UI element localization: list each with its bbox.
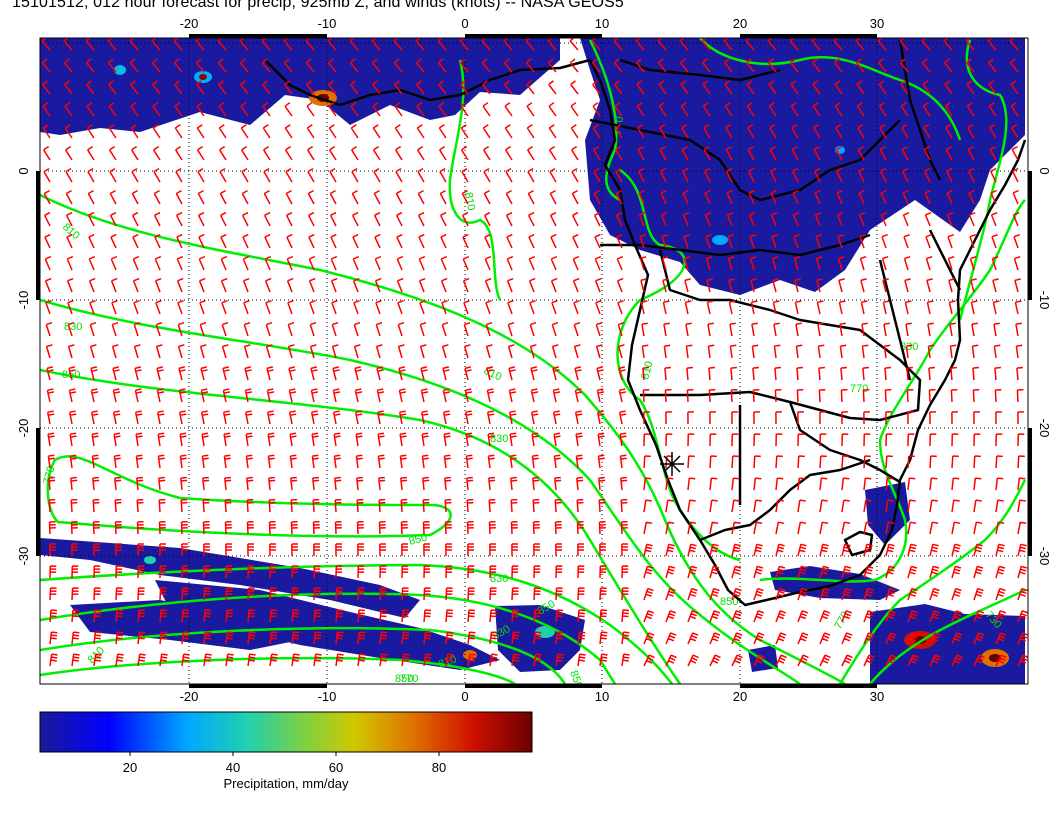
contour-label: 850 xyxy=(408,532,429,548)
colorbar-tick-label: 80 xyxy=(432,760,446,775)
lon-tick-label: -10 xyxy=(318,689,337,704)
lon-tick-label: 30 xyxy=(870,689,884,704)
wind-barbs xyxy=(41,38,1028,667)
lon-tick-label: 10 xyxy=(595,16,609,31)
lon-tick-label: -20 xyxy=(180,689,199,704)
precip-colorbar xyxy=(39,711,533,753)
lat-tick-label: -30 xyxy=(16,547,31,566)
lat-tick-label: -20 xyxy=(1037,419,1052,438)
contour-label: 810 xyxy=(462,191,477,211)
lat-tick-labels-right: 0 -10 -20 -30 xyxy=(1037,167,1052,565)
lat-tick-label: -20 xyxy=(16,419,31,438)
contour-label: 810 xyxy=(86,645,107,666)
lon-tick-label: 20 xyxy=(733,689,747,704)
colorbar-tick-label: 20 xyxy=(123,760,137,775)
lon-tick-label: 0 xyxy=(461,689,468,704)
wind-barb-set xyxy=(41,38,1028,667)
contour-label: 770 xyxy=(850,383,868,395)
contour-label: 830 xyxy=(490,433,508,445)
lat-tick-labels-left: 0 -10 -20 -30 xyxy=(16,167,31,565)
lat-tick-label: 0 xyxy=(1037,167,1052,174)
colorbar-tick-label: 60 xyxy=(329,760,343,775)
colorbar-label: Precipitation, mm/day xyxy=(223,776,349,791)
graticule xyxy=(40,38,1028,684)
colorbar-ticks xyxy=(129,752,440,756)
contour-label: 830 xyxy=(900,341,918,353)
coastlines-and-borders xyxy=(264,39,1027,607)
lon-tick-label: 0 xyxy=(461,16,468,31)
contour-label: 850 xyxy=(567,669,585,690)
lat-tick-label: 0 xyxy=(16,167,31,174)
lat-tick-label: -10 xyxy=(1037,291,1052,310)
lon-tick-label: -20 xyxy=(180,16,199,31)
lon-tick-labels-top: -20 -10 0 10 20 30 xyxy=(180,16,885,31)
lon-tick-label: 30 xyxy=(870,16,884,31)
contour-label: 810 xyxy=(639,360,655,381)
colorbar-tick-label: 40 xyxy=(226,760,240,775)
lat-tick-label: -30 xyxy=(1037,547,1052,566)
contour-label: 770 xyxy=(400,673,418,685)
station-star-icon xyxy=(660,452,684,476)
lat-tick-label: -10 xyxy=(16,291,31,310)
lon-tick-label: -10 xyxy=(318,16,337,31)
contour-label: 830 xyxy=(490,573,508,585)
lon-tick-label: 20 xyxy=(733,16,747,31)
map-title: 15101512, 012 hour forecast for precip, … xyxy=(12,0,624,11)
lon-tick-label: 10 xyxy=(595,689,609,704)
lon-tick-labels-bottom: -20 -10 0 10 20 30 xyxy=(180,689,885,704)
contour-label: 850 xyxy=(720,596,738,608)
border-bars xyxy=(36,34,1032,688)
colorbar-tick-labels: 20 40 60 80 xyxy=(123,760,446,775)
contour-label: 850 xyxy=(395,673,413,685)
